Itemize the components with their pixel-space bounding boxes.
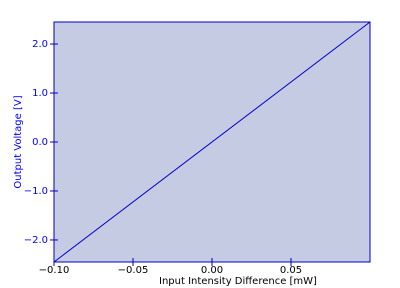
y-axis-label: Output Voltage [V]	[13, 95, 24, 188]
y-tick-label: −2.0	[24, 235, 48, 246]
data-line	[53, 21, 371, 263]
x-axis-label: Input Intensity Difference [mW]	[159, 276, 317, 287]
x-tick-label: −0.10	[39, 265, 70, 276]
y-tick-label: 0.0	[32, 137, 48, 148]
x-tick-label: 0.05	[280, 265, 302, 276]
y-tick-label: 2.0	[32, 39, 48, 50]
x-tick-label: 0.00	[201, 265, 223, 276]
y-tick-label: −1.0	[24, 186, 48, 197]
x-tick-label: −0.05	[118, 265, 149, 276]
y-tick-label: 1.0	[32, 88, 48, 99]
